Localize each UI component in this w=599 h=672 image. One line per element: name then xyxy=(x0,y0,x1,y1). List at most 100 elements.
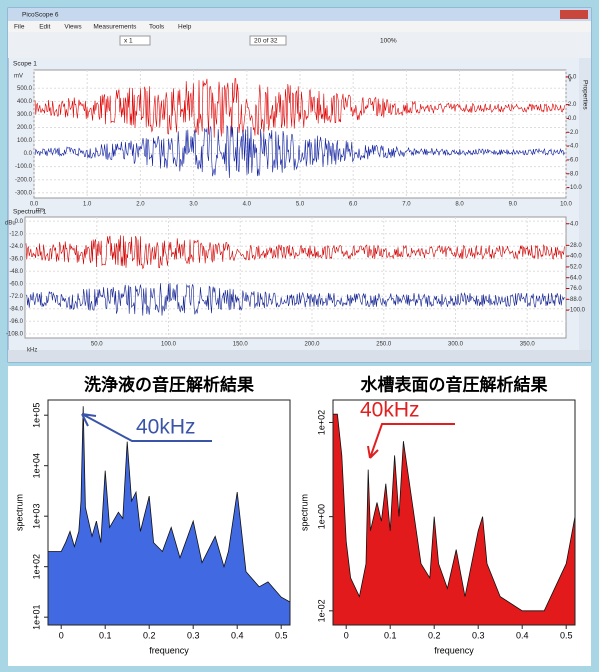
y-tick-label: -60.0 xyxy=(9,281,23,287)
y-tick-label: 1e+04 xyxy=(31,453,41,478)
y-tick-label: -36.0 xyxy=(9,256,23,262)
x-tick-label: 0.5 xyxy=(275,630,288,640)
menu-item[interactable]: Measurements xyxy=(93,24,137,31)
y-tick-label: -48.0 xyxy=(9,269,23,275)
y-axis-label: spectrum xyxy=(299,494,309,531)
x-tick-label: 9.0 xyxy=(509,202,518,208)
y-tick-label: 100.0 xyxy=(17,138,33,144)
y2-tick-label: -2.0 xyxy=(568,130,579,136)
y2-tick-label: -8.0 xyxy=(568,171,579,177)
y-tick-label: -108.0 xyxy=(6,331,24,337)
y-tick-label: 0.0 xyxy=(15,219,24,225)
x-tick-label: 0.5 xyxy=(560,630,573,640)
x-tick-label: 5.0 xyxy=(296,202,305,208)
chart-title: 洗浄液の音圧解析結果 xyxy=(84,374,254,394)
y-tick-label: 0.0 xyxy=(24,151,33,157)
x-tick-label: 2.0 xyxy=(136,202,145,208)
menu-item[interactable]: Edit xyxy=(39,24,50,31)
y-tick-label: 500.0 xyxy=(17,86,33,92)
side-tab-label: Properties xyxy=(581,80,588,110)
y-tick-label: -200.0 xyxy=(15,177,33,183)
chart-title: 水槽表面の音圧解析結果 xyxy=(361,374,548,394)
y2-tick-label: -52.0 xyxy=(568,265,582,271)
x-tick-label: 0.2 xyxy=(143,630,156,640)
y-axis-label: spectrum xyxy=(14,494,24,531)
zoom-percent[interactable]: 100% xyxy=(380,38,397,45)
y2-tick-label: -10.0 xyxy=(568,185,582,191)
x-tick-label: 10.0 xyxy=(560,202,572,208)
x-tick-label: 0.3 xyxy=(472,630,485,640)
y2-tick-label: -4.0 xyxy=(568,144,579,150)
y2-tick-label: -100.0 xyxy=(568,308,586,314)
y-tick-label: 300.0 xyxy=(17,112,33,118)
x-tick-label: 0.2 xyxy=(428,630,441,640)
x-tick-label: 0.1 xyxy=(99,630,112,640)
plot-area xyxy=(25,217,566,338)
y-tick-label: -84.0 xyxy=(9,306,23,312)
y2-tick-label: -64.0 xyxy=(568,275,582,281)
x-tick-label: 100.0 xyxy=(161,342,177,348)
x-tick-label: 6.0 xyxy=(349,202,358,208)
y-unit: mV xyxy=(14,74,23,80)
y-tick-label: 1e+01 xyxy=(31,605,41,630)
y2-tick-label: 2.0 xyxy=(568,102,577,108)
y2-tick-label: -88.0 xyxy=(568,297,582,303)
x-axis-label: frequency xyxy=(434,645,474,655)
scope-tab[interactable]: Scope 1 xyxy=(13,61,37,68)
y-tick-label: -24.0 xyxy=(9,244,23,250)
y-tick-label: 200.0 xyxy=(17,125,33,131)
menu-item[interactable]: Tools xyxy=(149,24,165,31)
x-tick-label: 150.0 xyxy=(233,342,249,348)
y-tick-label: -12.0 xyxy=(9,231,23,237)
x-tick-label: 0 xyxy=(344,630,349,640)
x-tick-label: 0.4 xyxy=(516,630,529,640)
x-tick-label: 3.0 xyxy=(189,202,198,208)
x-tick-label: 8.0 xyxy=(455,202,464,208)
x-tick-label: 200.0 xyxy=(304,342,320,348)
x-tick-label: 300.0 xyxy=(448,342,464,348)
y-tick-label: -100.0 xyxy=(15,164,33,170)
status-bar xyxy=(8,350,591,362)
x-tick-label: 50.0 xyxy=(91,342,103,348)
x-tick-label: 1.0 xyxy=(83,202,92,208)
x-unit: ms xyxy=(36,208,44,214)
x-tick-label: 0.1 xyxy=(384,630,397,640)
menu-item[interactable]: Help xyxy=(178,24,192,31)
x-tick-label: 0 xyxy=(59,630,64,640)
x-tick-label: 250.0 xyxy=(376,342,392,348)
x-tick-label: 7.0 xyxy=(402,202,411,208)
menu-item[interactable]: File xyxy=(14,24,25,31)
screenshot: PicoScope 6 x 1 20 of 32 100% Properties… xyxy=(0,0,599,672)
x-tick-label: 0.4 xyxy=(231,630,244,640)
window-controls[interactable] xyxy=(560,10,588,19)
y-tick-label: 1e-02 xyxy=(316,599,326,622)
y-tick-label: -300.0 xyxy=(15,190,33,196)
menu-item[interactable]: Views xyxy=(64,24,82,31)
toolbar xyxy=(8,32,591,58)
y2-tick-label: -28.0 xyxy=(568,243,582,249)
y-tick-label: 1e+00 xyxy=(316,504,326,529)
window-title: PicoScope 6 xyxy=(22,12,59,19)
buffer: 20 of 32 xyxy=(254,38,278,45)
y2-tick-label: -4.0 xyxy=(568,221,579,227)
title-bar xyxy=(8,8,591,21)
y-tick-label: 1e+05 xyxy=(31,403,41,428)
y2-unit: V xyxy=(568,78,572,84)
y2-tick-label: -6.0 xyxy=(568,158,579,164)
y-tick-label: -72.0 xyxy=(9,294,23,300)
x-tick-label: 350.0 xyxy=(520,342,536,348)
x-axis-label: frequency xyxy=(149,645,189,655)
y-tick-label: 1e+03 xyxy=(31,504,41,529)
x-tick-label: 4.0 xyxy=(243,202,252,208)
zoom: x 1 xyxy=(124,38,133,45)
y2-tick-label: -40.0 xyxy=(568,254,582,260)
annotation: 40kHz xyxy=(360,399,420,422)
y-tick-label: 1e+02 xyxy=(316,410,326,435)
annotation: 40kHz xyxy=(136,416,196,439)
y-unit: dBu xyxy=(5,221,16,227)
y2-tick-label: 0.0 xyxy=(568,116,577,122)
y2-tick-label: -76.0 xyxy=(568,286,582,292)
x-tick-label: 0.3 xyxy=(187,630,200,640)
y-tick-label: -96.0 xyxy=(9,319,23,325)
y-tick-label: 1e+02 xyxy=(31,554,41,579)
